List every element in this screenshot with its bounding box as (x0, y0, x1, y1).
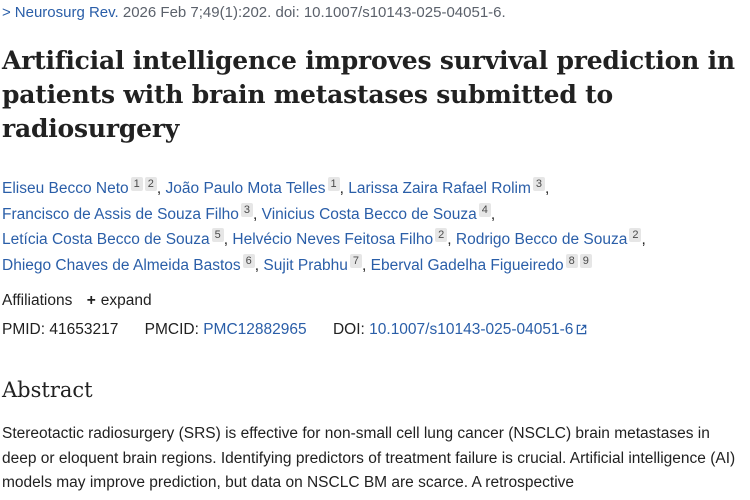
pmcid-label: PMCID: (144, 321, 199, 338)
abstract-text: Stereotactic radiosurgery (SRS) is effec… (2, 425, 736, 491)
affiliation-badge[interactable]: 1 (130, 177, 143, 191)
author-link[interactable]: Helvécio Neves Feitosa Filho (232, 231, 434, 248)
pmid-value: 41653217 (49, 321, 119, 338)
author-separator: , (223, 231, 233, 248)
affiliations-expand-button[interactable]: + expand (87, 292, 152, 309)
affiliation-badge[interactable]: 2 (144, 177, 157, 191)
doi-label: DOI: (332, 321, 365, 338)
citation-line: > Neurosurg Rev. 2026 Feb 7;49(1):202. do… (2, 4, 506, 21)
author-separator: , (362, 256, 371, 274)
affiliation-badge[interactable]: 3 (532, 177, 546, 191)
expand-label: expand (100, 292, 152, 309)
pmid-label: PMID: (2, 321, 46, 338)
author-link[interactable]: Vinicius Costa Becco de Souza (261, 205, 477, 223)
author-link[interactable]: João Paulo Mota Telles (165, 180, 326, 197)
affiliation-badge[interactable]: 7 (349, 253, 362, 268)
author-link[interactable]: Eberval Gadelha Figueiredo (370, 256, 564, 274)
pmcid-link[interactable]: PMC12882965 (203, 321, 307, 338)
author-separator: , (253, 205, 262, 223)
author-separator: , (254, 256, 264, 274)
author-separator: , (156, 180, 166, 197)
author-line: Letícia Costa Becco de Souza 5, Helvécio … (2, 227, 747, 253)
author-link[interactable]: Dhiego Chaves de Almeida Bastos (2, 256, 241, 274)
article-title: Artificial intelligence improves surviva… (2, 46, 735, 143)
author-line: Dhiego Chaves de Almeida Bastos 6, Sujit … (2, 253, 747, 279)
affiliation-badge[interactable]: 9 (579, 253, 592, 268)
chevron-right-icon[interactable]: > (2, 4, 11, 21)
doi-link[interactable]: 10.1007/s10143-025-04051-6 (369, 321, 587, 338)
journal-link[interactable]: Neurosurg Rev. (14, 4, 119, 21)
external-link-icon (577, 324, 587, 335)
abstract-heading: Abstract (2, 378, 93, 402)
citation-details: 2026 Feb 7;49(1):202. doi: 10.1007/s1014… (118, 4, 506, 21)
affiliations-label: Affiliations (2, 292, 73, 309)
author-link[interactable]: Larissa Zaira Rafael Rolim (348, 180, 531, 197)
author-link[interactable]: Sujit Prabhu (263, 256, 348, 274)
author-link[interactable]: Rodrigo Becco de Souza (455, 231, 628, 248)
affiliation-badge[interactable]: 4 (478, 202, 491, 217)
author-line: Eliseu Becco Neto 1 2, João Paulo Mota Tel… (2, 176, 747, 202)
author-separator: , (339, 180, 349, 197)
affiliation-badge[interactable]: 2 (629, 228, 642, 242)
author-separator: , (490, 205, 496, 223)
author-separator: , (447, 231, 456, 248)
affiliation-badge[interactable]: 2 (435, 228, 448, 242)
identifiers-row: PMID: 41653217 PMCID: PMC12882965 DOI: 1… (2, 321, 587, 339)
author-list: Eliseu Becco Neto 1 2, João Paulo Mota Tel… (2, 176, 747, 278)
author-line: Francisco de Assis de Souza Filho 3, Vini… (2, 202, 747, 228)
affiliation-badge[interactable]: 5 (211, 228, 224, 242)
author-link[interactable]: Letícia Costa Becco de Souza (2, 231, 210, 248)
plus-icon: + (86, 292, 96, 309)
author-link[interactable]: Eliseu Becco Neto (2, 180, 129, 197)
affiliation-badge[interactable]: 8 (565, 253, 578, 268)
affiliation-badge[interactable]: 1 (327, 177, 340, 191)
author-link[interactable]: Francisco de Assis de Souza Filho (2, 205, 239, 223)
author-separator: , (641, 231, 646, 248)
affiliations-row: Affiliations + expand (2, 292, 152, 310)
affiliation-badge[interactable]: 3 (240, 202, 254, 217)
affiliation-badge[interactable]: 6 (242, 253, 255, 268)
author-separator: , (545, 180, 550, 197)
doi-value: 10.1007/s10143-025-04051-6 (369, 321, 574, 338)
